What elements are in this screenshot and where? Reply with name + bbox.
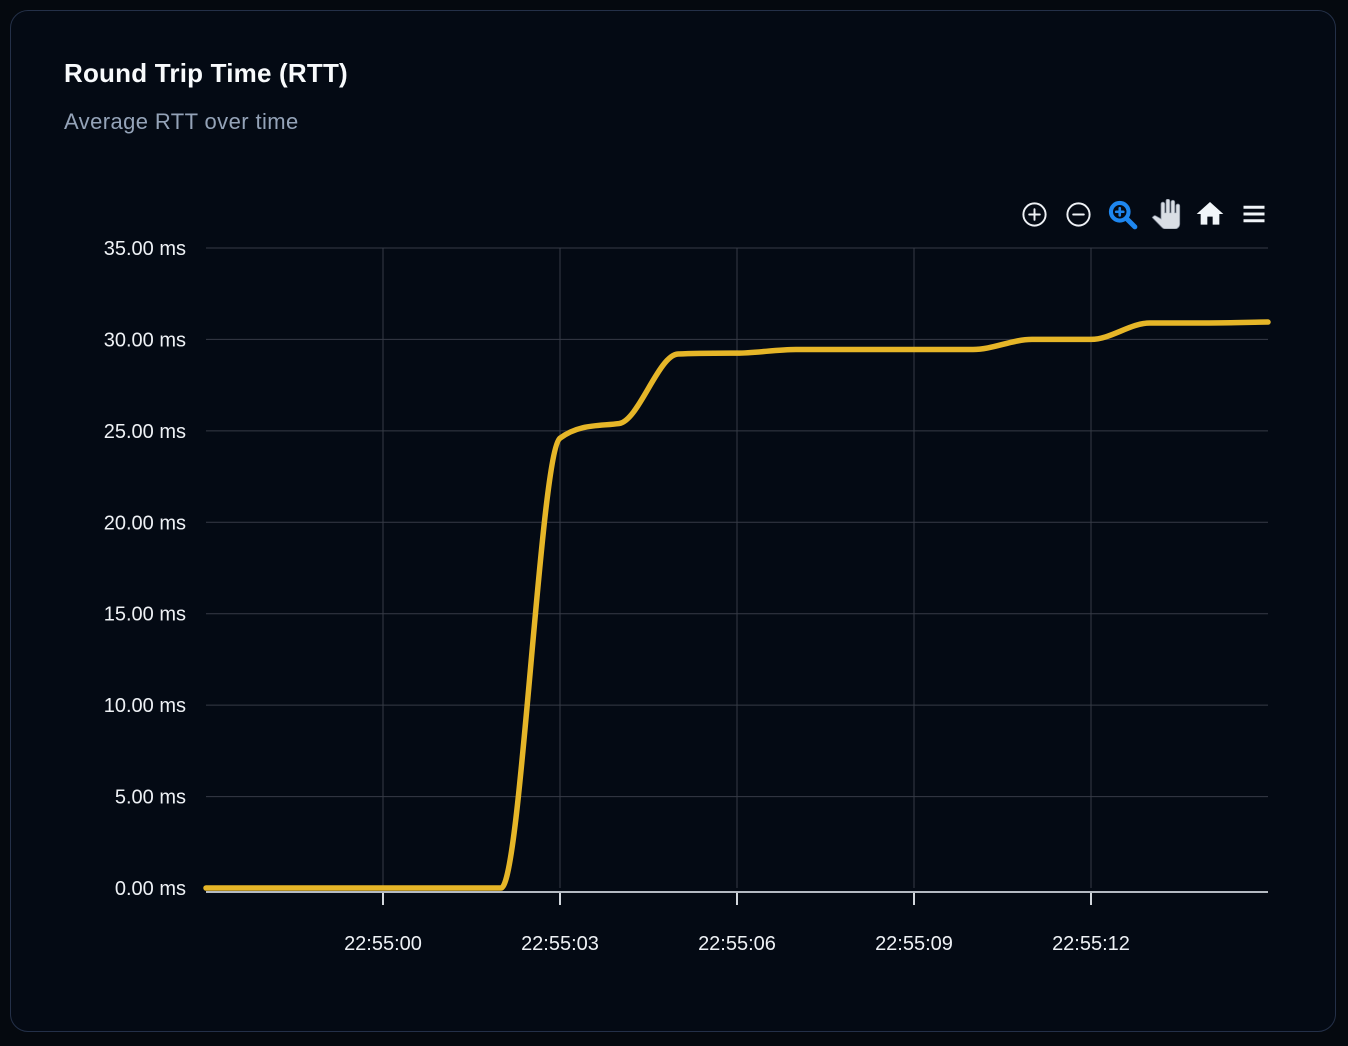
home-icon — [1196, 202, 1224, 225]
x-axis-label: 22:55:06 — [698, 933, 776, 955]
pan-hand-icon — [1151, 199, 1181, 229]
menu-button[interactable] — [1237, 197, 1271, 231]
rtt-series-line — [203, 319, 1271, 891]
x-axis-label: 22:55:12 — [1052, 933, 1130, 955]
y-axis-label: 5.00 ms — [115, 787, 186, 809]
zoom-in-icon — [1021, 201, 1047, 227]
y-axis-label: 10.00 ms — [104, 695, 186, 717]
pan-button[interactable] — [1149, 197, 1183, 231]
reset-zoom-button[interactable] — [1193, 197, 1227, 231]
selection-zoom-button[interactable] — [1105, 197, 1139, 231]
page-subtitle: Average RTT over time — [64, 109, 299, 134]
y-axis-label: 15.00 ms — [104, 604, 186, 626]
menu-icon — [1243, 205, 1265, 223]
y-axis-label: 25.00 ms — [104, 421, 186, 443]
x-axis-label: 22:55:03 — [521, 933, 599, 955]
page-title: Round Trip Time (RTT) — [64, 58, 348, 88]
zoom-in-button[interactable] — [1017, 197, 1051, 231]
y-axis-label: 35.00 ms — [104, 238, 186, 260]
chart-svg: 0.00 ms 5.00 ms 10.00 ms 15.00 ms 20.00 ms 25… — [104, 238, 1271, 955]
y-axis-label: 20.00 ms — [104, 512, 186, 534]
y-axis-label: 30.00 ms — [104, 329, 186, 351]
y-axis-label: 0.00 ms — [115, 878, 186, 900]
zoom-out-icon — [1065, 201, 1091, 227]
chart-toolbar — [1017, 197, 1271, 231]
rtt-chart-card: Round Trip Time (RTT) Average RTT over t… — [10, 10, 1336, 1032]
selection-zoom-icon — [1108, 200, 1137, 229]
zoom-out-button[interactable] — [1061, 197, 1095, 231]
x-axis-label: 22:55:00 — [344, 933, 422, 955]
x-axis-label: 22:55:09 — [875, 933, 953, 955]
